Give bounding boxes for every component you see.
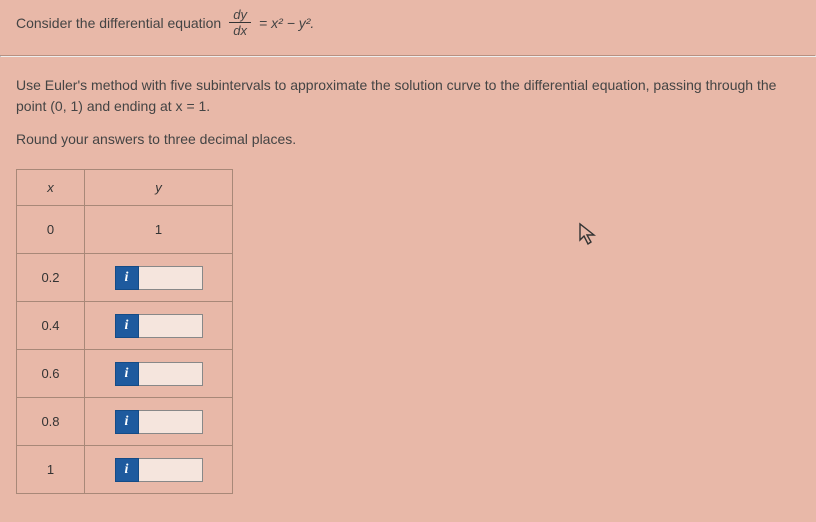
equation-section: Consider the differential equation dy dx…: [0, 0, 816, 55]
cell-x: 0.4: [17, 302, 85, 350]
input-group: i: [115, 314, 203, 338]
cell-y-input: i: [85, 350, 233, 398]
fraction-dy-dx: dy dx: [229, 8, 251, 37]
table-row: 0.4 i: [17, 302, 233, 350]
instruction-text: Use Euler's method with five subinterval…: [16, 75, 800, 117]
y-input[interactable]: [139, 266, 203, 290]
table-header-row: x y: [17, 170, 233, 206]
header-y: y: [85, 170, 233, 206]
cell-x: 0.8: [17, 398, 85, 446]
table-row: 0.2 i: [17, 254, 233, 302]
y-input[interactable]: [139, 314, 203, 338]
input-group: i: [115, 362, 203, 386]
info-icon[interactable]: i: [115, 410, 139, 434]
equation-rhs: x² − y².: [271, 15, 314, 31]
y-input[interactable]: [139, 410, 203, 434]
table-row: 0 1: [17, 206, 233, 254]
info-icon[interactable]: i: [115, 458, 139, 482]
euler-table: x y 0 1 0.2 i 0.4: [16, 169, 233, 494]
cell-y-input: i: [85, 398, 233, 446]
equation-prompt: Consider the differential equation dy dx…: [16, 8, 800, 37]
cell-x: 0.2: [17, 254, 85, 302]
info-icon[interactable]: i: [115, 314, 139, 338]
input-group: i: [115, 458, 203, 482]
table-row: 1 i: [17, 446, 233, 494]
y-input[interactable]: [139, 458, 203, 482]
header-x: x: [17, 170, 85, 206]
cell-x: 0.6: [17, 350, 85, 398]
cell-y-static: 1: [85, 206, 233, 254]
info-icon[interactable]: i: [115, 362, 139, 386]
fraction-numerator: dy: [229, 8, 251, 23]
y-input[interactable]: [139, 362, 203, 386]
prompt-lead: Consider the differential equation: [16, 15, 221, 31]
equals-sign: =: [259, 15, 267, 31]
cell-y-input: i: [85, 446, 233, 494]
cell-x: 0: [17, 206, 85, 254]
table-row: 0.8 i: [17, 398, 233, 446]
input-group: i: [115, 266, 203, 290]
cell-y-input: i: [85, 302, 233, 350]
main-section: Use Euler's method with five subinterval…: [0, 57, 816, 504]
table-row: 0.6 i: [17, 350, 233, 398]
rounding-text: Round your answers to three decimal plac…: [16, 131, 800, 147]
cell-y-input: i: [85, 254, 233, 302]
input-group: i: [115, 410, 203, 434]
info-icon[interactable]: i: [115, 266, 139, 290]
fraction-denominator: dx: [229, 23, 251, 37]
cell-x: 1: [17, 446, 85, 494]
